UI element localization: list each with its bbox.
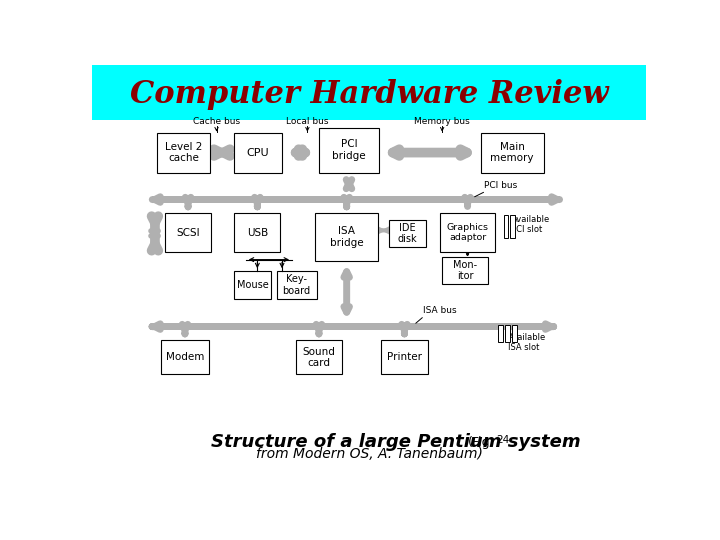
Text: Available
PCI slot: Available PCI slot	[511, 215, 549, 234]
Bar	[161, 340, 209, 374]
Text: Local bus: Local bus	[286, 117, 328, 126]
Bar	[315, 213, 378, 261]
Bar	[234, 213, 281, 252]
Text: from Modern OS, A. Tanenbaum): from Modern OS, A. Tanenbaum)	[256, 448, 482, 461]
Bar	[234, 132, 282, 173]
Text: Structure of a large Pentium system: Structure of a large Pentium system	[211, 433, 581, 451]
Text: Mouse: Mouse	[237, 280, 269, 290]
Bar	[505, 325, 510, 342]
Text: Mon-
itor: Mon- itor	[453, 260, 477, 281]
Text: 24: 24	[496, 435, 509, 445]
Bar	[234, 271, 271, 299]
Text: Main
memory: Main memory	[490, 142, 534, 164]
Bar	[155, 195, 557, 204]
Text: PCI
bridge: PCI bridge	[332, 139, 366, 161]
Text: USB: USB	[247, 228, 268, 238]
Bar	[442, 256, 488, 284]
Text: Memory bus: Memory bus	[414, 117, 470, 126]
Bar	[319, 128, 379, 173]
Bar	[296, 340, 342, 374]
Text: ISA bus: ISA bus	[423, 306, 456, 315]
Bar	[498, 325, 503, 342]
Text: Sound
card: Sound card	[302, 347, 336, 368]
Text: Computer Hardware Review: Computer Hardware Review	[130, 78, 608, 110]
Text: CPU: CPU	[247, 147, 269, 158]
Text: Printer: Printer	[387, 353, 422, 362]
Text: Key-
board: Key- board	[282, 274, 311, 296]
Text: Cache bus: Cache bus	[193, 117, 240, 126]
Bar	[157, 132, 210, 173]
Text: Modem: Modem	[166, 353, 204, 362]
Text: PCI bus: PCI bus	[485, 181, 518, 190]
Bar	[92, 65, 647, 120]
Bar	[389, 220, 426, 247]
Text: SCSI: SCSI	[176, 228, 200, 238]
Bar	[512, 325, 517, 342]
Bar	[276, 271, 317, 299]
Text: Graphics
adaptor: Graphics adaptor	[446, 223, 489, 242]
Text: Level 2
cache: Level 2 cache	[165, 142, 202, 164]
Bar	[481, 132, 544, 173]
Bar	[440, 213, 495, 252]
Bar	[381, 340, 428, 374]
Bar	[155, 323, 551, 330]
Bar	[165, 213, 211, 252]
Text: IDE
disk: IDE disk	[397, 222, 418, 244]
Bar	[510, 215, 515, 238]
Text: (Fig.: (Fig.	[467, 436, 494, 449]
Bar	[504, 215, 508, 238]
Text: ISA
bridge: ISA bridge	[330, 226, 364, 248]
Text: Available
ISA slot: Available ISA slot	[508, 333, 546, 352]
